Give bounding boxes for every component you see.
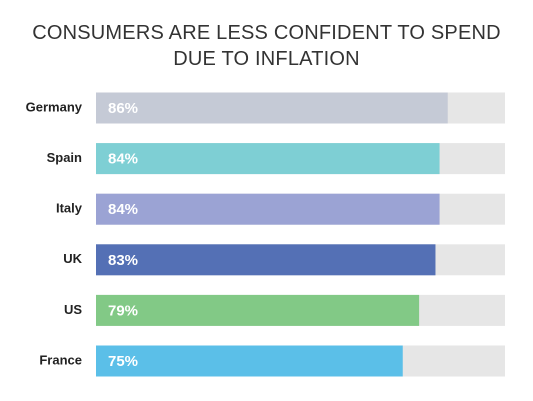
category-label: France: [39, 352, 82, 367]
category-label: Spain: [47, 150, 82, 165]
value-label: 84%: [108, 151, 138, 168]
bar: [96, 92, 448, 124]
value-label: 83%: [108, 252, 138, 269]
bar: [96, 294, 420, 326]
bar: [96, 244, 436, 276]
category-label: US: [64, 302, 82, 317]
value-label: 84%: [108, 201, 138, 218]
bar: [96, 143, 440, 175]
category-label: Italy: [56, 201, 83, 216]
value-label: 79%: [108, 302, 138, 319]
value-label: 75%: [108, 353, 138, 370]
value-label: 86%: [108, 100, 138, 117]
bar: [96, 345, 403, 377]
chart-title: CONSUMERS ARE LESS CONFIDENT TO SPEND DU…: [32, 22, 501, 70]
bar: [96, 193, 440, 225]
category-label: UK: [63, 251, 82, 266]
category-label: Germany: [26, 99, 83, 114]
